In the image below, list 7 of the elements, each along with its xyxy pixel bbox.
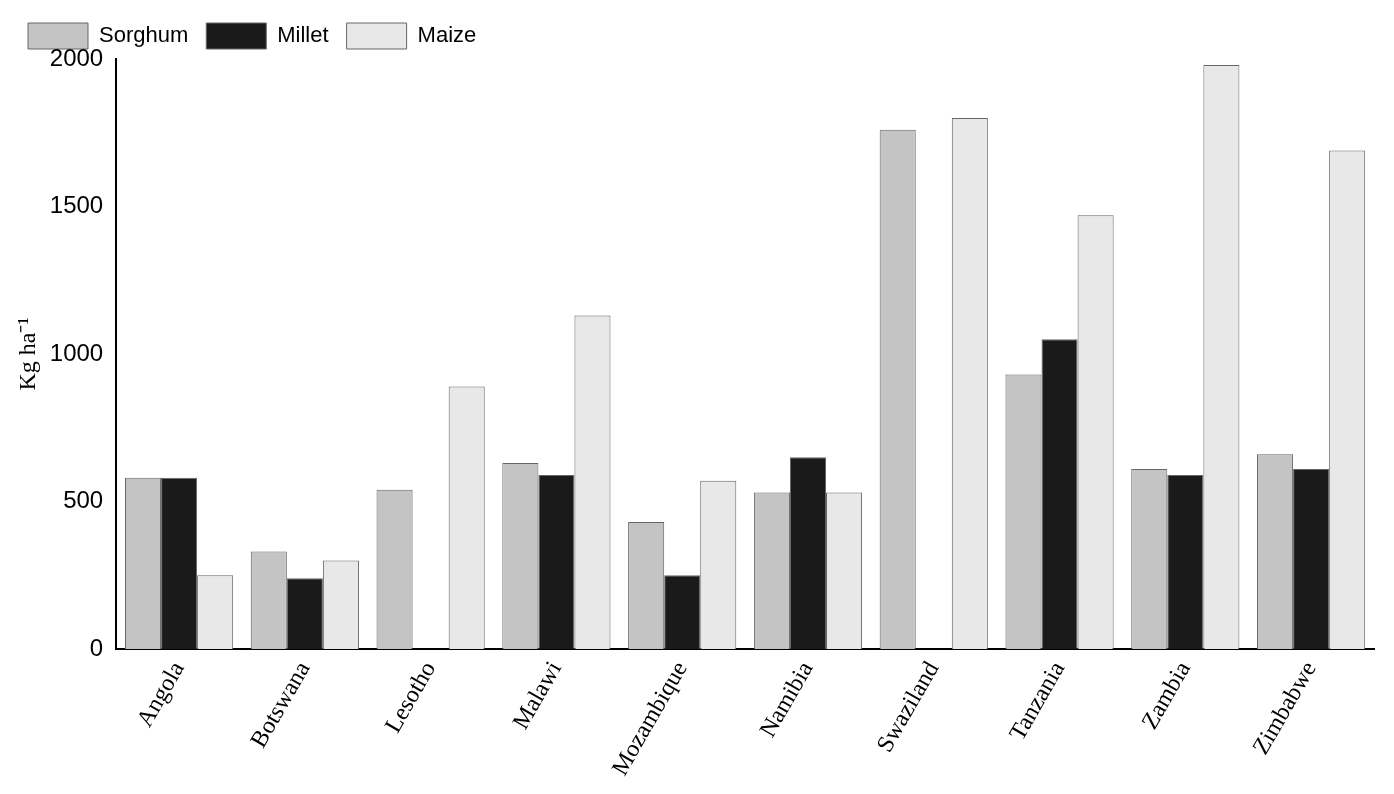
y-tick-label: 0 [89,633,104,661]
y-tick-label: 1500 [49,191,104,219]
y-axis-title: Kg ha⁻¹ [13,317,40,391]
y-tick-label: 1000 [49,338,104,366]
legend-label: Millet [277,22,329,48]
y-tick-label: 500 [63,486,104,514]
legend-label: Maize [417,22,477,48]
